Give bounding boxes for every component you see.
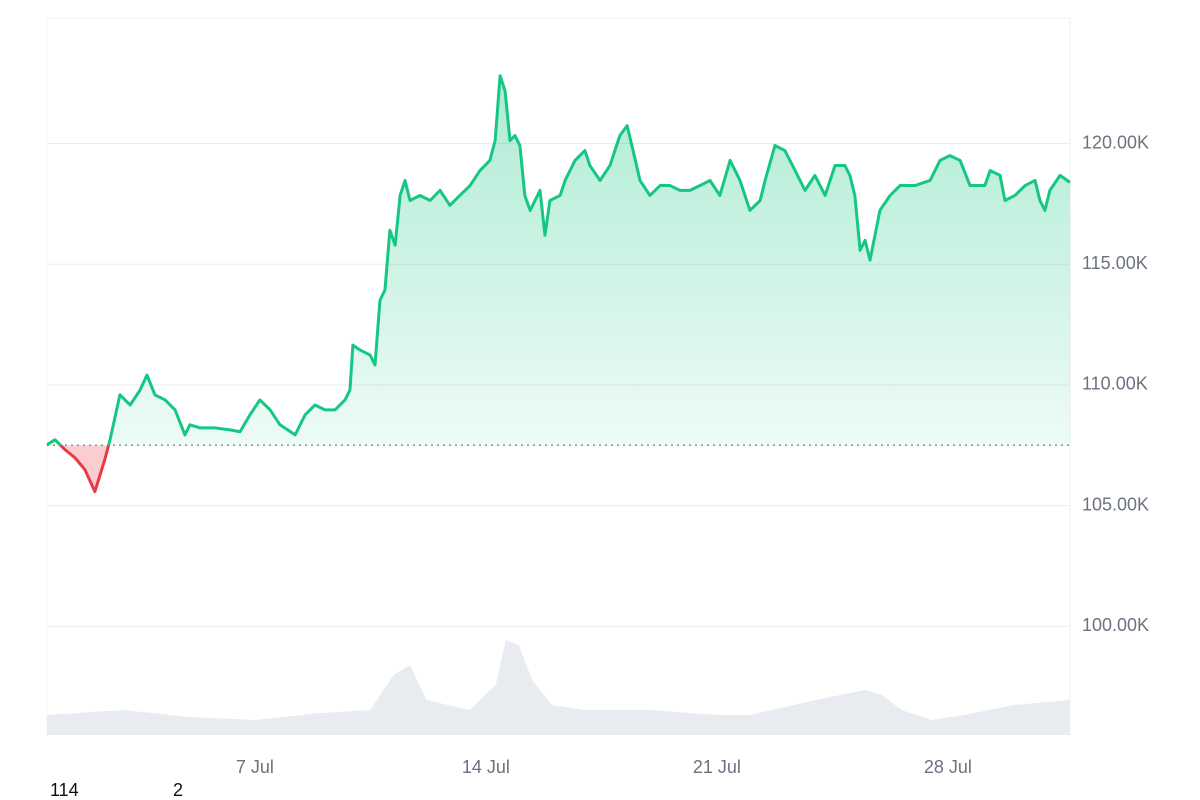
area-above — [47, 75, 1070, 446]
x-tick-label: 21 Jul — [693, 757, 741, 777]
y-tick-label: 110.00K — [1082, 374, 1148, 394]
y-tick-label: 120.00K — [1082, 132, 1149, 152]
x-tick-label: 28 Jul — [924, 757, 972, 777]
y-tick-label: 115.00K — [1082, 253, 1148, 273]
x-tick-label: 7 Jul — [236, 757, 274, 777]
price-line — [46, 74, 1071, 446]
y-tick-label: 100.00K — [1082, 615, 1149, 635]
footer-text: 114 — [50, 780, 79, 800]
y-tick-label: 105.00K — [1082, 494, 1149, 514]
x-tick-label: 14 Jul — [462, 757, 510, 777]
footer-text: 2 — [173, 780, 183, 800]
volume-area — [47, 640, 1070, 735]
